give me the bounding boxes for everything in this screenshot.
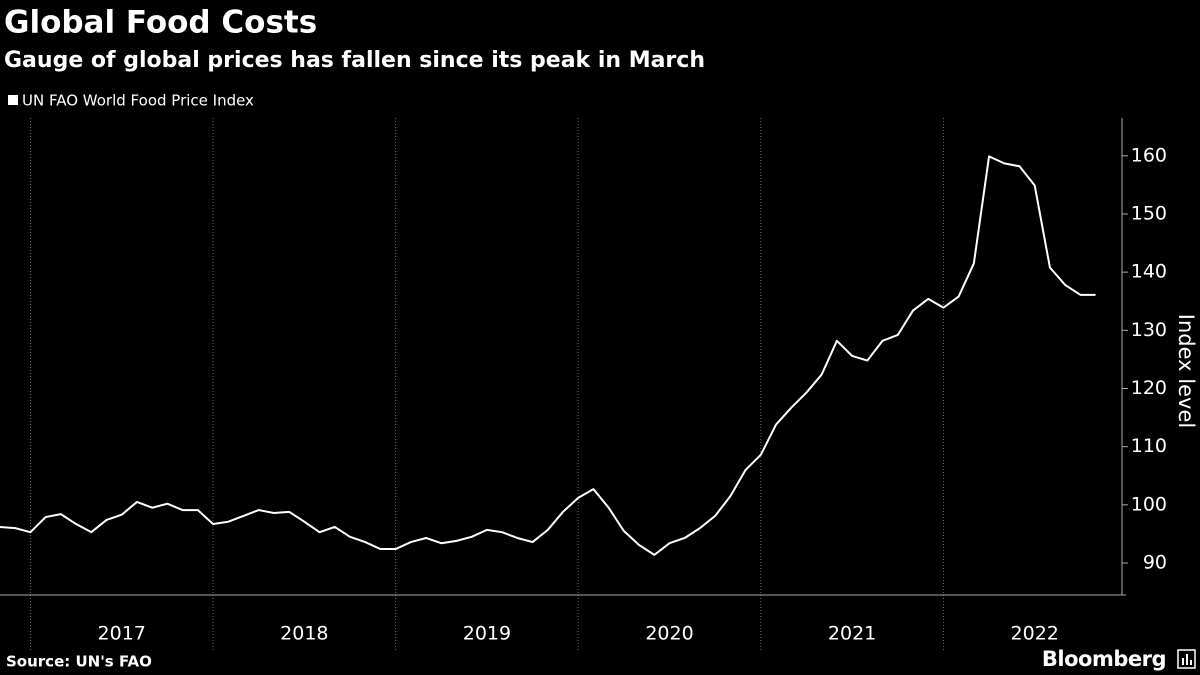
y-tick-label: 120 bbox=[1131, 377, 1167, 399]
y-tick-label: 100 bbox=[1131, 493, 1167, 515]
brand-icon bbox=[1177, 649, 1196, 669]
y-tick-label: 140 bbox=[1131, 261, 1167, 283]
x-tick-label: 2018 bbox=[280, 623, 328, 645]
x-tick-label: 2021 bbox=[828, 623, 876, 645]
x-tick-label: 2019 bbox=[463, 623, 511, 645]
legend-swatch bbox=[8, 95, 18, 105]
chart-subtitle: Gauge of global prices has fallen since … bbox=[4, 48, 705, 73]
chart-title: Global Food Costs bbox=[4, 5, 317, 41]
data-line bbox=[0, 155, 1096, 556]
y-tick-label: 160 bbox=[1131, 144, 1167, 166]
source: Source: UN's FAO bbox=[6, 653, 152, 671]
brand: Bloomberg bbox=[1042, 647, 1166, 671]
legend-label: UN FAO World Food Price Index bbox=[22, 92, 254, 110]
y-tick-label: 90 bbox=[1143, 552, 1167, 574]
x-tick-label: 2022 bbox=[1011, 623, 1059, 645]
y-tick-label: 130 bbox=[1131, 319, 1167, 341]
y-tick-label: 110 bbox=[1131, 435, 1167, 457]
x-tick-label: 2020 bbox=[645, 623, 693, 645]
y-axis-label: Index level bbox=[1174, 314, 1198, 428]
y-tick-label: 150 bbox=[1131, 202, 1167, 224]
x-tick-label: 2017 bbox=[98, 623, 146, 645]
